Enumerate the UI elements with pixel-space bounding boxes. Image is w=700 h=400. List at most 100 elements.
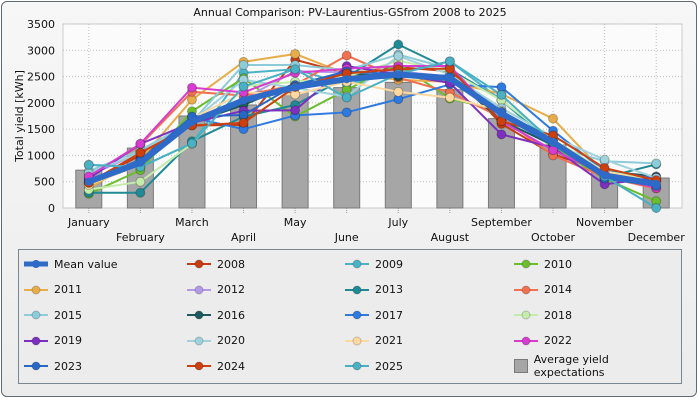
- y-tick-label: 3000: [27, 44, 55, 57]
- line-marker-icon: [24, 336, 48, 345]
- data-point: [290, 48, 301, 59]
- data-point: [83, 159, 94, 170]
- legend-item[interactable]: 2011: [24, 282, 82, 298]
- legend-label: 2016: [217, 308, 245, 322]
- legend-label: 2020: [217, 334, 245, 347]
- line-marker-icon: [514, 310, 538, 320]
- y-tick-label: 0: [48, 202, 55, 215]
- data-point: [290, 105, 301, 116]
- legend-item[interactable]: Average yield expectations: [514, 353, 681, 379]
- legend-item[interactable]: 2012: [187, 282, 245, 298]
- x-tick-label: June: [334, 231, 359, 244]
- bar: [333, 87, 361, 209]
- mean-point: [394, 70, 403, 79]
- y-axis-label: Total yield [kWh]: [13, 70, 26, 163]
- data-point: [186, 138, 197, 149]
- legend-item[interactable]: 2020: [187, 333, 245, 349]
- legend-label: 2018: [544, 308, 572, 322]
- mean-point: [342, 75, 351, 84]
- x-tick-label: August: [431, 231, 470, 244]
- data-point: [548, 113, 559, 124]
- legend-item[interactable]: 2010: [514, 256, 572, 272]
- data-point: [341, 50, 352, 61]
- line-marker-icon: [187, 259, 211, 269]
- line-marker-icon: [24, 285, 48, 294]
- data-point: [135, 147, 146, 158]
- data-point: [393, 86, 404, 97]
- legend-label: 2017: [375, 308, 403, 322]
- legend-item[interactable]: 2025: [345, 358, 403, 374]
- x-tick-label: December: [628, 231, 686, 244]
- legend-item[interactable]: 2016: [187, 307, 245, 323]
- mean-point: [652, 179, 661, 188]
- legend-item[interactable]: 2017: [345, 307, 403, 323]
- grid: [62, 23, 683, 209]
- line-marker-icon: [24, 361, 48, 371]
- data-point: [599, 154, 610, 165]
- legend-item[interactable]: 2018: [514, 307, 572, 323]
- data-point: [496, 129, 507, 140]
- legend-item[interactable]: 2008: [187, 256, 245, 272]
- legend-item[interactable]: Mean value: [24, 256, 118, 272]
- mean-line: [87, 71, 657, 187]
- line-marker-icon: [345, 361, 369, 371]
- y-tick-label: 3500: [27, 18, 55, 31]
- legend-item[interactable]: 2015: [24, 307, 82, 323]
- y-axis-ticks: 0 500 1000 1500 2000 2500 3000 3500: [27, 18, 55, 215]
- legend-item[interactable]: 2024: [187, 358, 245, 374]
- line-marker-icon: [24, 260, 48, 268]
- legend-label: 2012: [217, 283, 245, 296]
- legend-label: 2025: [375, 359, 403, 373]
- x-tick-label: April: [231, 231, 256, 244]
- legend-label: 2008: [217, 257, 245, 271]
- data-point: [238, 60, 249, 71]
- legend-item[interactable]: 2023: [24, 358, 82, 374]
- mean-series: [84, 70, 661, 188]
- mean-point: [291, 83, 300, 92]
- data-point: [651, 203, 662, 213]
- line-marker-icon: [345, 259, 369, 269]
- line-marker-icon: [514, 259, 538, 269]
- x-tick-label: January: [67, 216, 110, 229]
- data-point: [444, 92, 455, 103]
- legend-label: 2009: [375, 257, 403, 271]
- x-tick-label: July: [387, 216, 408, 229]
- bar: [436, 89, 464, 209]
- mean-point: [239, 96, 248, 105]
- chart-title: Annual Comparison: PV-Laurentius-GSfrom …: [193, 6, 507, 19]
- y-tick-label: 2500: [27, 71, 55, 84]
- legend-item[interactable]: 2019: [24, 333, 82, 349]
- line-marker-icon: [514, 336, 538, 345]
- legend-label: 2019: [54, 334, 82, 347]
- x-tick-label: March: [175, 216, 209, 229]
- data-point: [135, 176, 146, 187]
- data-point: [341, 107, 352, 118]
- legend-label: 2010: [544, 257, 572, 271]
- mean-point: [445, 74, 454, 83]
- data-point: [444, 56, 455, 67]
- mean-point: [136, 158, 145, 167]
- legend-item[interactable]: 2014: [514, 282, 572, 298]
- bar-swatch-icon: [514, 359, 528, 373]
- legend-label: 2023: [54, 359, 82, 373]
- legend-item[interactable]: 2022: [514, 333, 572, 349]
- line-marker-icon: [345, 336, 369, 345]
- legend-label: Average yield expectations: [533, 353, 609, 379]
- data-point: [238, 81, 249, 92]
- legend-label: 2014: [544, 283, 572, 296]
- legend-item[interactable]: 2009: [345, 256, 403, 272]
- data-point: [393, 51, 404, 62]
- legend-item[interactable]: 2021: [345, 333, 403, 349]
- mean-point: [497, 109, 506, 118]
- data-point: [135, 187, 146, 198]
- line-marker-icon: [187, 361, 211, 371]
- plot-area: [62, 23, 683, 209]
- legend-label: 2011: [54, 283, 82, 296]
- legend-item[interactable]: 2013: [345, 282, 403, 298]
- y-tick-label: 500: [34, 176, 55, 189]
- x-tick-label: May: [284, 216, 307, 229]
- mean-point: [187, 117, 196, 126]
- chart-plot: 0 500 1000 1500 2000 2500 3000 3500 January Febr…: [13, 18, 686, 244]
- mean-point: [84, 177, 93, 186]
- data-point: [341, 92, 352, 103]
